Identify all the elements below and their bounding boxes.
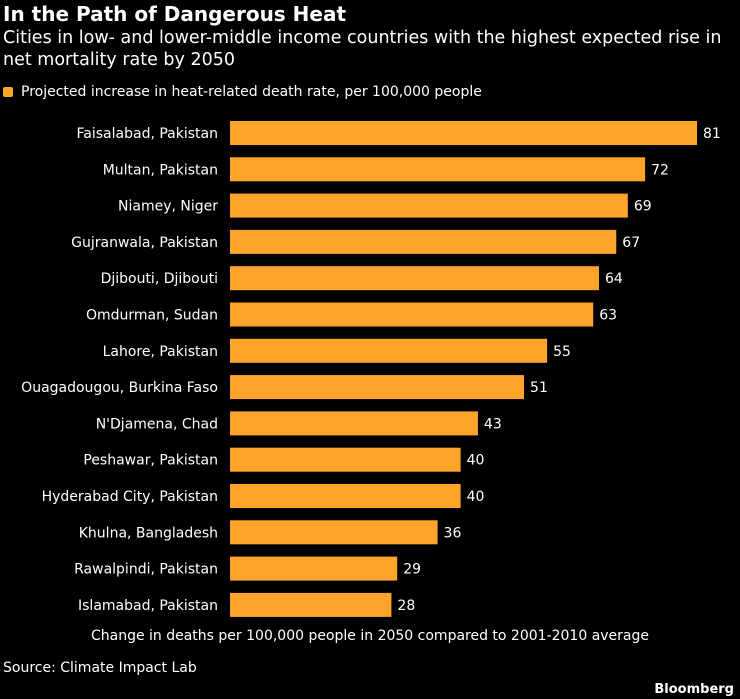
legend: Projected increase in heat-related death… bbox=[3, 84, 482, 100]
bar bbox=[230, 266, 599, 291]
data-label: 29 bbox=[403, 562, 421, 578]
data-label: 40 bbox=[467, 453, 485, 469]
bar bbox=[230, 229, 617, 254]
bar bbox=[230, 447, 461, 472]
bloomberg-logo: Bloomberg bbox=[654, 682, 734, 697]
category-label: Rawalpindi, Pakistan bbox=[74, 562, 218, 578]
bar bbox=[230, 157, 646, 182]
data-label: 28 bbox=[397, 598, 415, 614]
bar bbox=[230, 338, 548, 363]
bar bbox=[230, 302, 594, 327]
bar bbox=[230, 484, 461, 508]
category-label: Multan, Pakistan bbox=[103, 162, 218, 178]
chart-title: In the Path of Dangerous Heat bbox=[3, 2, 347, 26]
category-label: Omdurman, Sudan bbox=[86, 308, 218, 324]
category-label: Lahore, Pakistan bbox=[103, 344, 218, 360]
bar bbox=[230, 411, 478, 436]
data-label: 72 bbox=[651, 162, 669, 178]
category-label: Gujranwala, Pakistan bbox=[71, 235, 218, 251]
bar bbox=[230, 556, 398, 581]
bar bbox=[230, 592, 392, 617]
category-label: Djibouti, Djibouti bbox=[101, 271, 218, 287]
chart-subtitle: Cities in low- and lower-middle income c… bbox=[3, 28, 722, 70]
x-axis-label: Change in deaths per 100,000 people in 2… bbox=[90, 628, 650, 644]
category-label: Islamabad, Pakistan bbox=[78, 598, 218, 614]
bar bbox=[230, 520, 438, 545]
data-label: 55 bbox=[553, 344, 571, 360]
data-label: 51 bbox=[530, 380, 548, 396]
data-label: 81 bbox=[703, 126, 721, 142]
category-label: Faisalabad, Pakistan bbox=[77, 126, 218, 142]
category-label: Hyderabad City, Pakistan bbox=[42, 489, 218, 505]
bar bbox=[230, 193, 628, 218]
data-label: 63 bbox=[599, 308, 617, 324]
data-label: 36 bbox=[444, 525, 462, 541]
category-label: N'Djamena, Chad bbox=[96, 416, 218, 432]
source-note: Source: Climate Impact Lab bbox=[3, 660, 197, 676]
data-label: 69 bbox=[634, 199, 652, 215]
bar bbox=[230, 121, 697, 145]
category-label: Ouagadougou, Burkina Faso bbox=[21, 380, 218, 396]
data-label: 67 bbox=[622, 235, 640, 251]
category-label: Niamey, Niger bbox=[118, 199, 218, 215]
data-label: 64 bbox=[605, 271, 623, 287]
bar-chart: Faisalabad, Pakistan 81 Multan, Pakistan 72… bbox=[21, 121, 721, 617]
bar bbox=[230, 375, 525, 400]
category-label: Khulna, Bangladesh bbox=[79, 525, 218, 541]
data-label: 40 bbox=[467, 489, 485, 505]
legend-label: Projected increase in heat-related death… bbox=[21, 84, 482, 100]
legend-swatch bbox=[3, 87, 13, 97]
data-label: 43 bbox=[484, 416, 502, 432]
category-label: Peshawar, Pakistan bbox=[83, 453, 218, 469]
